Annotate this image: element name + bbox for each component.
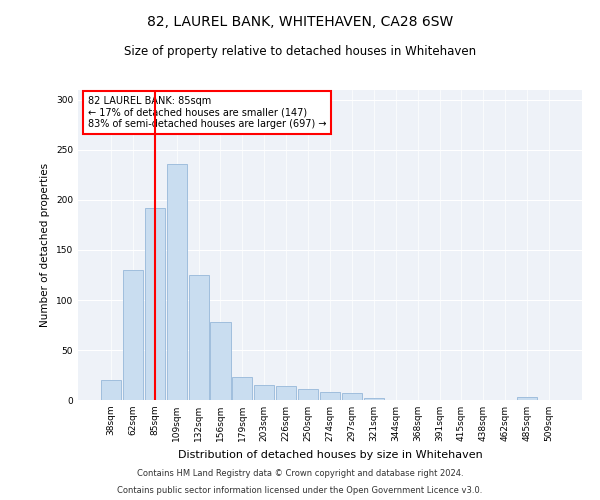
Bar [298, 389, 318, 400]
Bar [188, 275, 209, 400]
Bar [342, 393, 362, 400]
Y-axis label: Number of detached properties: Number of detached properties [40, 163, 50, 327]
Bar [211, 322, 230, 400]
Text: Contains HM Land Registry data © Crown copyright and database right 2024.: Contains HM Land Registry data © Crown c… [137, 468, 463, 477]
X-axis label: Distribution of detached houses by size in Whitehaven: Distribution of detached houses by size … [178, 450, 482, 460]
Text: 82 LAUREL BANK: 85sqm
← 17% of detached houses are smaller (147)
83% of semi-det: 82 LAUREL BANK: 85sqm ← 17% of detached … [88, 96, 326, 130]
Bar [364, 398, 384, 400]
Bar [276, 386, 296, 400]
Bar [145, 208, 165, 400]
Bar [517, 397, 537, 400]
Text: Size of property relative to detached houses in Whitehaven: Size of property relative to detached ho… [124, 45, 476, 58]
Bar [232, 377, 253, 400]
Bar [254, 385, 274, 400]
Bar [101, 380, 121, 400]
Text: 82, LAUREL BANK, WHITEHAVEN, CA28 6SW: 82, LAUREL BANK, WHITEHAVEN, CA28 6SW [147, 15, 453, 29]
Bar [320, 392, 340, 400]
Bar [123, 270, 143, 400]
Bar [167, 164, 187, 400]
Text: Contains public sector information licensed under the Open Government Licence v3: Contains public sector information licen… [118, 486, 482, 495]
